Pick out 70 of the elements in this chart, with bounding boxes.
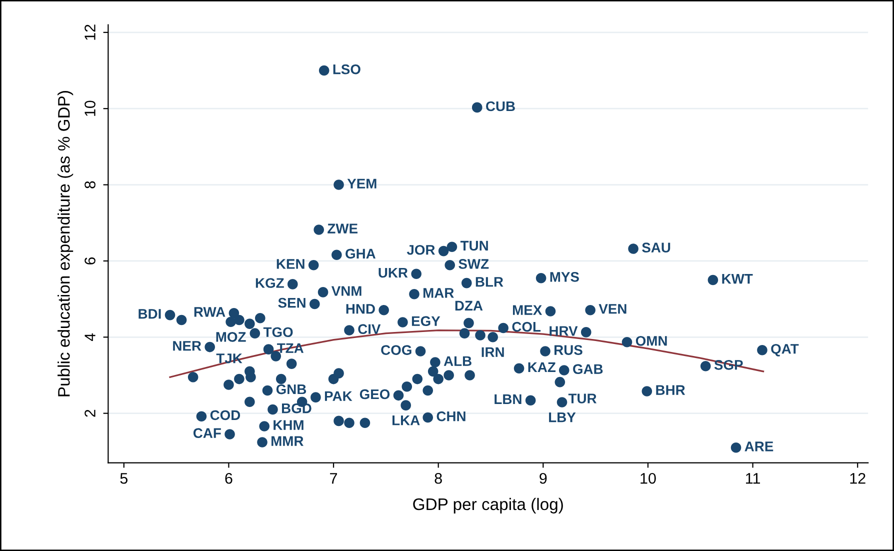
annotation: UKR [378, 268, 408, 278]
annotation: TJK [216, 354, 242, 364]
annotation: SEN [278, 298, 306, 308]
annotation: CHN [436, 411, 466, 422]
annotation: COD [210, 410, 240, 420]
annotation: KEN [276, 259, 304, 269]
annotation: JOR [406, 244, 435, 255]
annotation: MMR [272, 436, 304, 446]
annotation: HND [346, 304, 375, 314]
annotation: ZWE [328, 224, 358, 234]
annotation: LBY [549, 412, 576, 422]
annotation: GHA [346, 248, 376, 259]
annotation: LKA [392, 416, 420, 426]
annotation: PAK [324, 391, 352, 401]
y-tick-label: 12 [84, 24, 96, 40]
annotation: QAT [771, 344, 799, 356]
annotation: ALB [444, 356, 472, 366]
annotation: GAB [573, 364, 603, 374]
y-tick-label: 6 [84, 257, 96, 264]
x-tick-label: 5 [120, 473, 128, 484]
annotation: KWT [722, 274, 753, 284]
annotation: ARE [744, 442, 774, 452]
annotation: BHR [656, 385, 686, 395]
annotation: BLR [476, 277, 504, 287]
annotation: SAU [642, 242, 670, 252]
annotation: OMN [636, 336, 667, 346]
x-axis-title: GDP per capita (log) [413, 498, 563, 514]
annotation: NER [173, 341, 202, 351]
annotation: KAZ [528, 362, 556, 372]
annotation: GEO [360, 389, 390, 400]
y-axis-title: Public education expenditure (as % GDP) [58, 91, 74, 396]
annotation: KHM [274, 420, 304, 430]
y-tick-label: 10 [84, 100, 96, 116]
x-tick-label: 8 [434, 472, 442, 484]
annotation: MOZ [216, 332, 246, 342]
annotation: TUR [568, 394, 597, 404]
y-tick-label: 4 [84, 333, 96, 342]
annotation: RWA [194, 307, 226, 317]
x-tick-label: 7 [330, 473, 338, 484]
annotation: LSO [333, 64, 360, 74]
x-tick-label: 10 [640, 472, 656, 484]
x-tick-label: 9 [540, 472, 547, 484]
annotation: VEN [598, 304, 626, 314]
annotation: BDI [138, 309, 161, 319]
annotation: EGY [412, 316, 440, 326]
annotation: SWZ [458, 259, 489, 269]
x-tick-label: 12 [850, 472, 866, 484]
x-tick-label: 6 [225, 472, 232, 484]
annotation: TGO [263, 327, 293, 338]
annotation: HRV [550, 326, 578, 336]
annotation: TUN [460, 240, 488, 251]
annotation: GNB [276, 384, 306, 394]
annotation: LBN [494, 394, 522, 404]
annotation: MYS [550, 272, 579, 282]
annotation: CIV [358, 324, 381, 334]
annotation: YEM [347, 178, 376, 188]
annotation: DZA [455, 300, 483, 310]
annotation: COG [381, 345, 412, 355]
annotation: MEX [512, 305, 542, 315]
annotation: KGZ [256, 278, 284, 288]
annotation: MAR [423, 288, 454, 298]
annotation: CAF [193, 428, 221, 438]
annotation: RUS [554, 345, 582, 355]
annotation: IRN [482, 347, 504, 357]
y-tick-label: 8 [84, 181, 96, 188]
annotation: CUB [486, 101, 515, 112]
x-tick-label: 11 [746, 473, 760, 484]
annotation: VNM [331, 286, 362, 296]
y-tick-label: 2 [84, 410, 96, 417]
annotation: COL [512, 322, 541, 332]
